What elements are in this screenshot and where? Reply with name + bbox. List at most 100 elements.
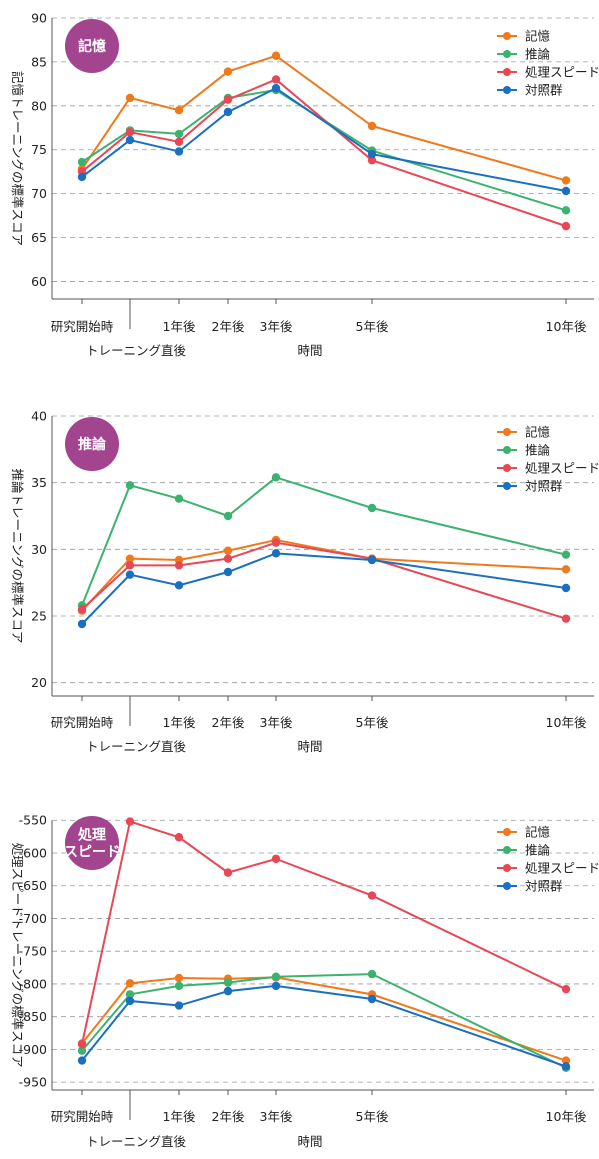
y-tick-label: 40	[31, 409, 47, 424]
y-tick-label: -750	[19, 944, 47, 959]
legend-label-memory: 記憶	[525, 425, 551, 440]
y-tick-label: -950	[19, 1075, 47, 1090]
x-tick-label: 10年後	[546, 1109, 587, 1124]
x-tick-label: トレーニング直後	[86, 1134, 187, 1149]
x-tick-label: 1年後	[163, 715, 196, 730]
legend-label-speed: 処理スピード	[525, 461, 599, 476]
y-axis-title: 記憶トレーニングの標準スコア	[10, 71, 25, 246]
data-point-memory	[125, 554, 135, 563]
y-tick-label: -700	[19, 911, 47, 926]
y-tick-label: -650	[19, 878, 47, 893]
legend-marker-control	[503, 482, 511, 490]
data-point-speed	[561, 221, 571, 231]
legend-label-reasoning: 推論	[525, 47, 551, 62]
panel-badge-label: 推論	[78, 436, 107, 453]
data-point-reasoning	[367, 503, 377, 513]
legend-marker-control	[503, 882, 511, 890]
y-axis-title: 処理スピードトレーニングの標準スコア	[10, 843, 25, 1068]
series-line-control	[81, 984, 567, 1068]
data-point-speed	[367, 891, 377, 900]
legend-label-memory: 記憶	[525, 825, 551, 840]
data-point-reasoning	[367, 969, 377, 979]
data-point-control	[561, 186, 571, 196]
series-line-reasoning	[81, 88, 567, 212]
legend-marker-memory	[503, 828, 511, 836]
legend-label-speed: 処理スピード	[525, 65, 599, 80]
legend-marker-control	[503, 86, 511, 94]
data-point-reasoning	[77, 1046, 87, 1055]
data-point-speed	[223, 868, 233, 877]
data-point-reasoning	[125, 481, 135, 490]
x-tick-label: 研究開始時	[51, 1109, 114, 1124]
x-axis-title: 時間	[297, 343, 322, 358]
data-point-speed	[223, 95, 233, 104]
legend-label-memory: 記憶	[525, 29, 551, 44]
data-point-reasoning	[223, 978, 233, 987]
legend-label-reasoning: 推論	[525, 443, 551, 458]
chart-panel-3: -550 -600 -650 -700 -750 -800 -850 -900 -950 研究開始…	[10, 813, 599, 1149]
series-line-reasoning	[81, 973, 567, 1069]
x-tick-label: トレーニング直後	[86, 343, 187, 358]
data-point-control	[271, 84, 281, 93]
legend-label-control: 対照群	[525, 879, 563, 894]
x-tick-label: 1年後	[163, 1109, 196, 1124]
y-tick-label: 90	[31, 11, 47, 26]
data-point-speed	[125, 127, 135, 137]
data-point-reasoning	[561, 206, 571, 215]
x-tick-label: 2年後	[212, 319, 245, 334]
y-tick-label: 85	[31, 54, 47, 69]
x-tick-label: 3年後	[260, 1109, 293, 1124]
data-point-speed	[125, 561, 135, 570]
data-point-reasoning	[77, 157, 87, 167]
data-point-speed	[77, 605, 87, 614]
x-tick-label: 5年後	[356, 319, 389, 334]
x-axis-title: 時間	[297, 1134, 322, 1149]
panel-badge-label: 記憶	[78, 38, 106, 55]
data-point-memory	[271, 51, 281, 60]
x-tick-label: 2年後	[212, 1109, 245, 1124]
data-point-control	[77, 1056, 87, 1065]
data-point-reasoning	[174, 129, 184, 139]
x-tick-label: トレーニング直後	[86, 739, 187, 754]
legend-marker-memory	[503, 32, 511, 40]
legend-label-reasoning: 推論	[525, 843, 551, 858]
data-point-control	[125, 996, 135, 1006]
data-point-reasoning	[125, 990, 135, 999]
data-point-control	[77, 172, 87, 182]
y-tick-label: 80	[31, 98, 47, 113]
legend-label-control: 対照群	[525, 479, 563, 494]
data-point-control	[223, 986, 233, 996]
data-point-memory	[174, 106, 184, 115]
data-point-speed	[561, 984, 571, 994]
data-point-memory	[561, 176, 571, 185]
data-point-control	[174, 581, 184, 590]
data-point-speed	[271, 538, 281, 547]
data-point-speed	[174, 137, 184, 147]
data-point-control	[561, 1062, 571, 1071]
legend-marker-reasoning	[503, 446, 511, 454]
y-tick-label: 60	[31, 274, 47, 289]
data-point-control	[223, 567, 233, 577]
series-line-speed	[81, 820, 567, 1045]
data-point-control	[271, 981, 281, 991]
data-point-speed	[174, 833, 184, 842]
data-point-control	[77, 619, 87, 629]
x-tick-label: 5年後	[356, 1109, 389, 1124]
x-tick-label: 2年後	[212, 715, 245, 730]
panel-badge	[65, 417, 119, 471]
data-point-reasoning	[271, 473, 281, 482]
data-point-control	[367, 555, 377, 565]
series-line-speed	[81, 78, 567, 228]
data-point-speed	[367, 156, 377, 165]
panel-badge	[65, 19, 119, 73]
y-tick-label: 70	[31, 186, 47, 201]
panel-badge	[65, 816, 119, 870]
x-tick-label: 10年後	[546, 715, 587, 730]
y-axis-title: 推論トレーニングの標準スコア	[10, 468, 25, 643]
y-tick-label: -800	[19, 976, 47, 991]
legend-marker-reasoning	[503, 50, 511, 58]
y-tick-label: 25	[31, 609, 47, 624]
legend-marker-reasoning	[503, 846, 511, 854]
